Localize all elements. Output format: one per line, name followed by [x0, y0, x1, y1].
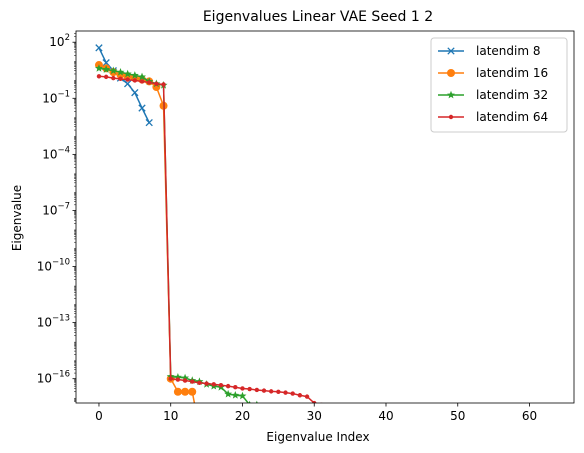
data-point-s4-26: [283, 390, 288, 395]
data-point-s2-11: [173, 387, 182, 396]
data-point-s4-9: [161, 82, 166, 87]
series-group: [94, 44, 323, 403]
data-point-s4-21: [247, 386, 252, 392]
data-point-s3-19: [231, 391, 240, 399]
data-point-s4-19: [233, 385, 238, 390]
chart-title: Eigenvalues Linear VAE Seed 1 2: [203, 9, 433, 25]
data-point-s4-1: [103, 74, 109, 80]
data-point-s3-2: [109, 66, 118, 75]
y-tick-label-2: 102: [49, 33, 70, 49]
data-point-s3-11: [173, 373, 182, 381]
plot-area: 0 10 20 30 40 50 60 102 10−1 10−4 10−7 10−10 10−13 10…: [37, 30, 575, 423]
series-line-4: [98, 75, 318, 403]
y-tick-label--16: 10−16: [37, 370, 70, 386]
x-tick-label-0: 0: [95, 409, 103, 423]
data-point-s4-15: [204, 381, 209, 386]
x-tick-label-40: 40: [378, 409, 393, 423]
legend-label-2: latendim 16: [476, 66, 548, 80]
data-point-s1-6: [138, 104, 146, 112]
data-point-s1-7: [145, 118, 153, 127]
legend-box: [430, 37, 568, 133]
data-point-s4-24: [268, 389, 274, 394]
data-point-s3-18: [224, 389, 233, 398]
data-point-s4-7: [146, 80, 152, 85]
data-point-s3-4: [123, 69, 132, 78]
legend: latendim 8 latendim 16 latendim 32 latendim…: [430, 37, 568, 133]
data-point-s3-21: [248, 400, 251, 403]
data-point-s4-30: [312, 400, 317, 403]
data-point-s4-5: [132, 78, 138, 83]
x-tick-label-10: 10: [163, 409, 178, 423]
data-point-s3-12: [181, 373, 190, 382]
data-point-s3-22: [255, 400, 258, 403]
data-point-s3-6: [138, 72, 147, 81]
y-tick-label--7: 10−7: [42, 201, 70, 217]
data-point-s4-3: [118, 76, 123, 82]
data-point-s3-1: [102, 65, 111, 73]
data-point-s4-16: [211, 382, 216, 387]
legend-label-3: latendim 32: [476, 88, 548, 102]
data-point-s4-4: [125, 77, 130, 82]
legend-marker-4: [448, 114, 454, 120]
data-point-s4-27: [290, 391, 295, 396]
y-tick-label--4: 10−4: [42, 145, 70, 161]
y-tick-label--13: 10−13: [37, 314, 70, 330]
legend-label-4: latendim 64: [476, 110, 548, 124]
data-point-s4-0: [96, 74, 102, 79]
data-point-s4-13: [190, 379, 195, 384]
data-point-s1-4: [124, 80, 132, 88]
data-point-s3-3: [116, 67, 125, 76]
y-tick-label--1: 10−1: [42, 89, 70, 105]
x-tick-label-30: 30: [307, 409, 322, 423]
data-point-s1-0: [95, 44, 103, 52]
y-axis-label: Eigenvalue: [10, 185, 24, 251]
legend-label-1: latendim 8: [476, 44, 540, 58]
data-point-s4-12: [182, 378, 188, 383]
data-point-s2-8: [152, 83, 161, 92]
data-point-s1-1: [102, 59, 110, 67]
legend-marker-2: [447, 69, 455, 77]
data-point-s4-17: [218, 382, 224, 388]
plot-frame: [75, 30, 575, 404]
data-point-s4-6: [139, 79, 145, 84]
y-tick-label--10: 10−10: [37, 258, 70, 274]
data-point-s2-12: [181, 387, 190, 396]
data-point-s4-8: [154, 81, 159, 86]
series-line-3: [98, 67, 250, 403]
x-tick-label-60: 60: [522, 409, 537, 423]
x-tick-label-20: 20: [235, 409, 250, 423]
data-point-s4-11: [175, 377, 181, 382]
data-point-s3-0: [94, 64, 103, 72]
data-point-s4-20: [240, 386, 245, 391]
data-point-s4-18: [225, 383, 231, 389]
data-point-s4-14: [197, 380, 202, 386]
data-point-s1-5: [131, 89, 139, 97]
data-point-s4-23: [261, 388, 267, 393]
x-tick-label-50: 50: [450, 409, 465, 423]
x-axis-label: Eigenvalue Index: [266, 430, 369, 444]
legend-marker-3: [447, 90, 455, 99]
legend-marker-1: [447, 47, 455, 55]
data-point-s4-25: [276, 389, 281, 394]
data-point-s3-5: [130, 71, 139, 79]
data-point-s4-28: [297, 393, 303, 398]
data-point-s3-20: [238, 391, 247, 400]
data-point-s4-29: [304, 394, 310, 399]
series-line-1: [98, 47, 150, 123]
data-point-s4-2: [111, 75, 116, 81]
data-point-s4-22: [254, 387, 260, 393]
data-point-s2-13: [188, 387, 197, 396]
data-point-s4-10: [168, 376, 173, 381]
